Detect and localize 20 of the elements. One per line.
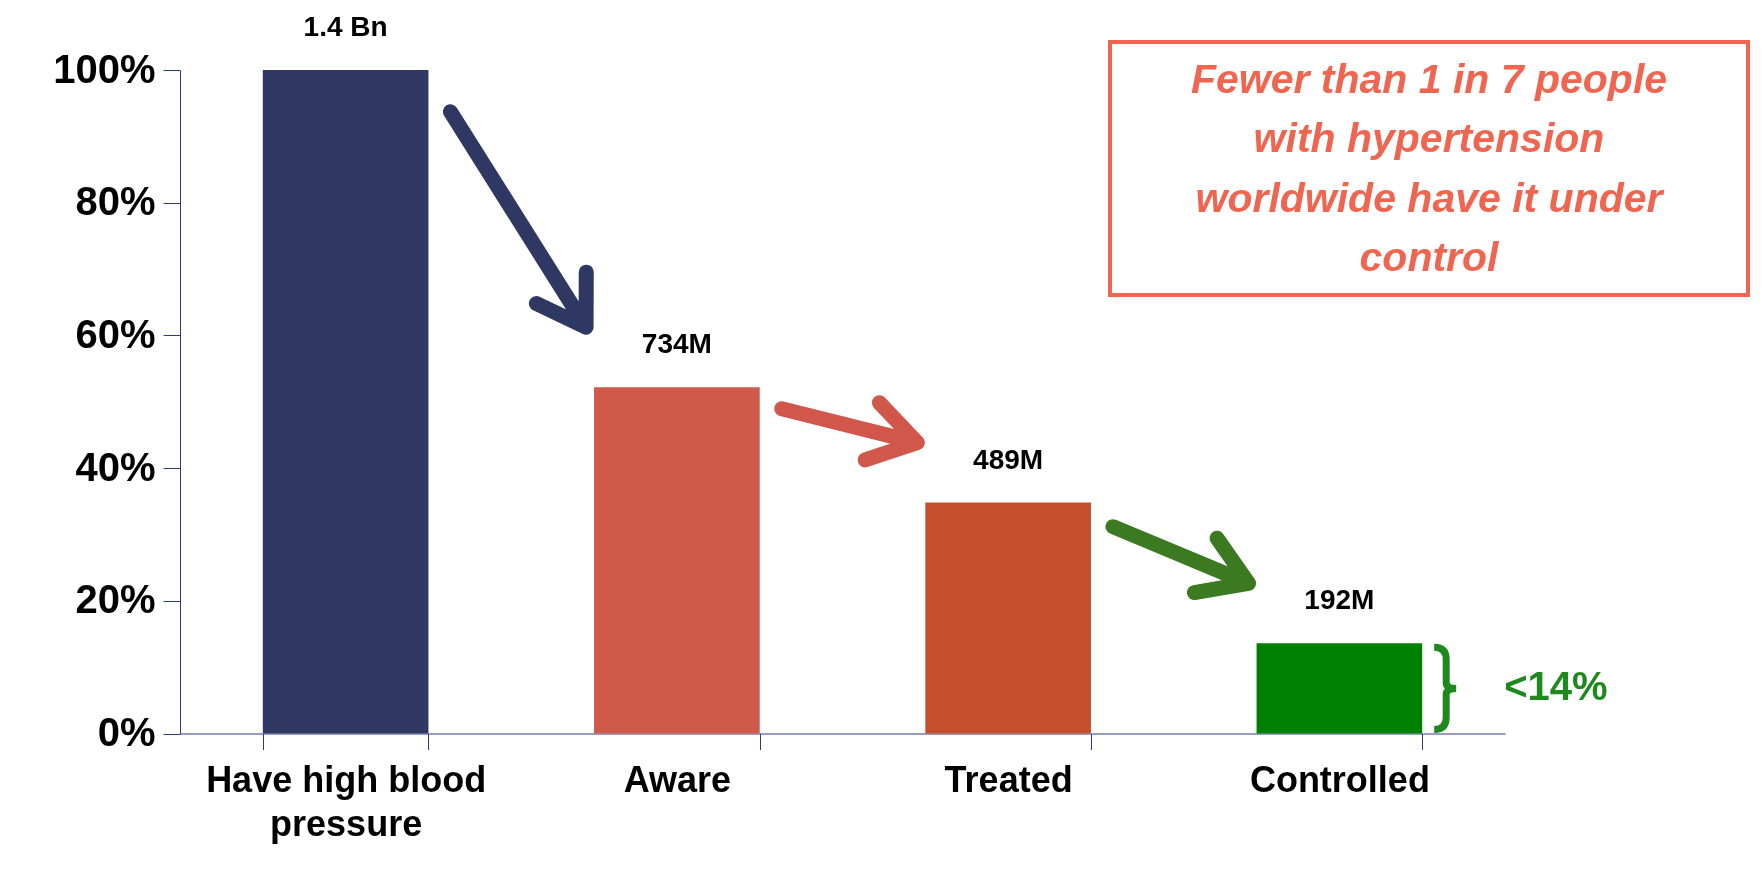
y-tick-label: 80% — [75, 179, 156, 224]
annotation: 1.4 Bn — [303, 11, 388, 42]
annotation: 192M — [1304, 584, 1375, 616]
annotation: 489M — [973, 443, 1044, 475]
annotation: 734M — [641, 328, 712, 360]
y-tick-label: 60% — [75, 311, 156, 356]
annotation: <14% — [1504, 664, 1608, 710]
bar — [594, 387, 760, 734]
bar — [1256, 643, 1423, 734]
y-tick-label: 20% — [75, 577, 156, 622]
annotation: Fewer than 1 in 7 people with hypertension worldwide have it under control — [1108, 40, 1750, 297]
y-tick-label: 40% — [75, 444, 156, 489]
y-tick-label: 100% — [53, 46, 156, 91]
x-tick-label: Controlled — [1249, 759, 1430, 800]
bar — [262, 70, 429, 734]
bar — [925, 502, 1091, 734]
x-tick-label: Treated — [944, 759, 1073, 800]
x-tick-label: Have high blood pressure — [206, 759, 487, 844]
y-tick-label: 0% — [97, 710, 156, 754]
x-tick-label: Aware — [623, 759, 732, 800]
